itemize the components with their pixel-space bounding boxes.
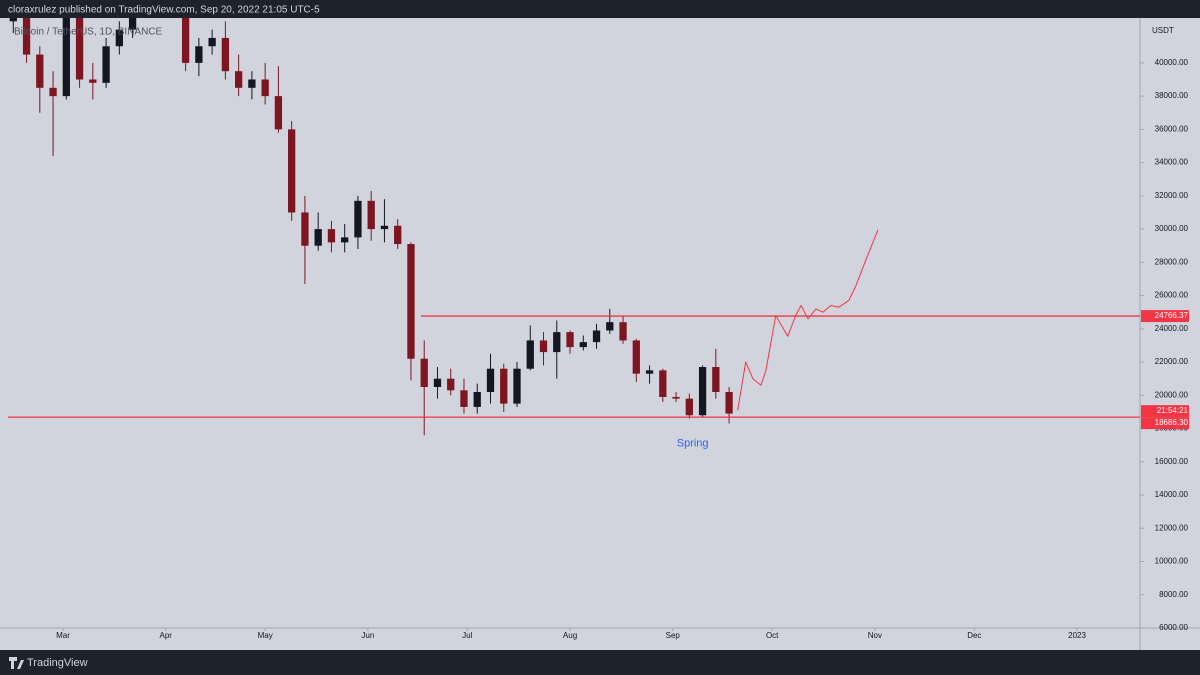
candle-body (606, 322, 614, 331)
countdown-box (1141, 405, 1189, 418)
y-unit: USDT (1152, 26, 1174, 35)
candle-body (380, 225, 389, 230)
candle-body (460, 390, 468, 407)
candle-body (115, 29, 123, 47)
annotation: Spring (677, 437, 709, 449)
x-tick-label: Jul (462, 631, 472, 640)
candle-body (473, 391, 481, 407)
y-tick-label: 30000.00 (1155, 224, 1189, 233)
y-tick-label: 26000.00 (1155, 291, 1189, 300)
y-tick-label: 6000.00 (1159, 623, 1188, 632)
candle-body (261, 79, 269, 97)
price-box (1141, 417, 1189, 430)
candle-body (553, 332, 561, 353)
y-tick-label: 12000.00 (1155, 523, 1189, 532)
footer-bar (0, 650, 1200, 675)
candle-body (619, 322, 627, 341)
countdown-label: 21:54:21 (1157, 406, 1189, 415)
x-tick-label: May (258, 631, 273, 640)
candle-body (341, 237, 349, 243)
x-tick-label: Jun (361, 631, 374, 640)
y-tick-label: 14000.00 (1155, 490, 1189, 499)
candle-body (9, 18, 17, 22)
x-tick-label: Oct (766, 631, 779, 640)
candle-body (314, 229, 322, 246)
candle-body (274, 96, 283, 130)
price-label: 24766.37 (1155, 311, 1189, 320)
candle-body (288, 129, 296, 213)
y-tick-label: 10000.00 (1155, 557, 1189, 566)
candle-body (36, 54, 44, 88)
candle-body (354, 200, 362, 238)
brand-logo (9, 657, 24, 669)
candle-body (486, 368, 495, 392)
candle-body (712, 367, 720, 392)
candle-body (725, 391, 733, 414)
y-tick-label: 38000.00 (1155, 91, 1189, 100)
candle-body (301, 212, 309, 246)
candle-body (327, 229, 336, 243)
x-tick-label: Apr (160, 631, 173, 640)
candle-body (195, 46, 203, 63)
candle-body (208, 37, 216, 47)
candle-body (672, 396, 680, 399)
candle-body (89, 79, 97, 83)
x-tick-label: Dec (967, 631, 981, 640)
y-tick-label: 28000.00 (1155, 257, 1189, 266)
y-tick-label: 24000.00 (1155, 324, 1189, 333)
candle-body (500, 368, 508, 404)
candle-body (579, 342, 587, 348)
y-tick-label: 8000.00 (1159, 590, 1188, 599)
plot-area: Spring (8, 18, 1140, 449)
x-tick-label: Mar (56, 631, 70, 640)
y-tick-label: 20000.00 (1155, 390, 1189, 399)
y-tick-label: 32000.00 (1155, 191, 1189, 200)
price-box (1141, 310, 1189, 323)
candle-body (181, 18, 190, 63)
candle-body (698, 367, 707, 416)
candle-body (62, 18, 70, 97)
x-tick-label: Nov (868, 631, 882, 640)
candle-body (645, 370, 654, 374)
candle-body (22, 18, 31, 55)
candle-body (685, 398, 693, 416)
candle-body (102, 46, 110, 83)
symbol-legend: Bitcoin / TetherUS, 1D, BINANCE (14, 27, 163, 38)
candle-body (394, 225, 402, 245)
x-tick-label: 2023 (1068, 631, 1086, 640)
candle-body (420, 358, 428, 387)
projection-line (737, 229, 879, 411)
axes: 6000.00 8000.00 10000.00 12000.00 14000.00 16… (56, 58, 1189, 640)
x-tick-label: Aug (563, 631, 577, 640)
candle-body (526, 340, 534, 369)
candle-body (128, 18, 137, 30)
candle-body (248, 79, 256, 88)
brand-text: TradingView (27, 657, 88, 669)
x-tick-label: Sep (666, 631, 681, 640)
candle-body (75, 18, 84, 80)
candle-body (592, 330, 601, 343)
candle-body (566, 332, 574, 348)
candle-body (367, 200, 375, 230)
candle-body (513, 368, 521, 404)
header-text: cloraxrulez published on TradingView.com… (8, 5, 320, 16)
y-tick-label: 22000.00 (1155, 357, 1189, 366)
candle-body (433, 378, 442, 387)
candle-body (539, 340, 548, 353)
candle-body (659, 370, 667, 397)
candle-body (49, 87, 57, 97)
y-tick-label: 16000.00 (1155, 457, 1189, 466)
y-tick-label: 36000.00 (1155, 124, 1189, 133)
candle-body (407, 244, 415, 359)
candle-body (234, 71, 243, 88)
candle-body (447, 378, 455, 391)
candle-body (632, 340, 640, 374)
y-tick-label: 34000.00 (1155, 158, 1189, 167)
y-tick-label: 40000.00 (1155, 58, 1189, 67)
candle-body (221, 37, 230, 72)
price-label: 18686.30 (1155, 418, 1189, 427)
header-bar (0, 0, 1200, 18)
